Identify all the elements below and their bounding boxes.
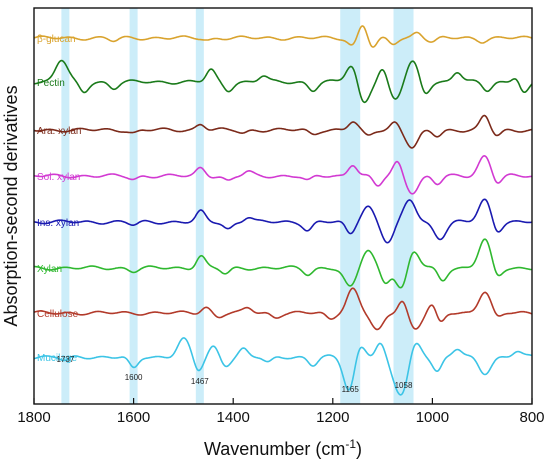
x-tick-label-800: 800 xyxy=(519,409,544,426)
highlight-bands xyxy=(61,8,414,404)
y-axis-title: Absorption-second derivatives xyxy=(1,85,21,326)
series-labels: β-glucan Pectin Ara. xylan Sol. xylan Ins. x… xyxy=(37,34,81,364)
band-label-1058: 1058 xyxy=(395,381,413,390)
series-label-0: β-glucan xyxy=(37,34,76,45)
x-axis-title-sup: -1 xyxy=(345,437,356,451)
highlight-band-1058 xyxy=(393,8,414,404)
band-label-1467: 1467 xyxy=(191,377,209,386)
band-label-1737: 1737 xyxy=(56,355,74,364)
series-line-2 xyxy=(33,114,533,149)
highlight-band-1600 xyxy=(129,8,138,404)
series-label-1: Pectin xyxy=(37,78,65,89)
x-axis-title-main: Wavenumber (cm xyxy=(204,439,345,459)
x-axis-ticks: 1800 1600 1400 1200 1000 800 xyxy=(17,398,545,426)
highlight-band-1467 xyxy=(195,8,204,404)
series-label-3: Sol. xylan xyxy=(37,172,80,183)
series-label-4: Ins. xylan xyxy=(37,218,79,229)
highlight-band-1737 xyxy=(61,8,70,404)
plot-frame xyxy=(33,7,533,405)
series-line-1 xyxy=(33,59,533,104)
x-tick-label-1000: 1000 xyxy=(416,409,449,426)
series-line-6 xyxy=(33,287,533,331)
series-line-4 xyxy=(33,198,533,244)
x-tick-label-1600: 1600 xyxy=(117,409,150,426)
x-tick-label-1200: 1200 xyxy=(316,409,349,426)
series-label-6: Cellulose xyxy=(37,309,79,320)
series-label-2: Ara. xylan xyxy=(37,126,81,137)
series-line-3 xyxy=(33,154,533,195)
band-label-1165: 1165 xyxy=(342,385,360,394)
x-axis-title: Wavenumber (cm-1) xyxy=(204,437,362,459)
x-tick-label-1400: 1400 xyxy=(217,409,250,426)
series-label-7: Mucilage xyxy=(37,353,77,364)
series-line-7 xyxy=(33,337,533,396)
x-tick-label-1800: 1800 xyxy=(17,409,50,426)
band-label-1600: 1600 xyxy=(125,373,143,382)
series-line-5 xyxy=(34,238,532,289)
x-axis-title-end: ) xyxy=(356,439,362,459)
series-lines xyxy=(33,25,533,396)
band-labels: 1737 1600 1467 1165 1058 xyxy=(56,355,412,394)
series-line-0 xyxy=(33,25,533,48)
series-label-5: Xylan xyxy=(37,264,62,275)
